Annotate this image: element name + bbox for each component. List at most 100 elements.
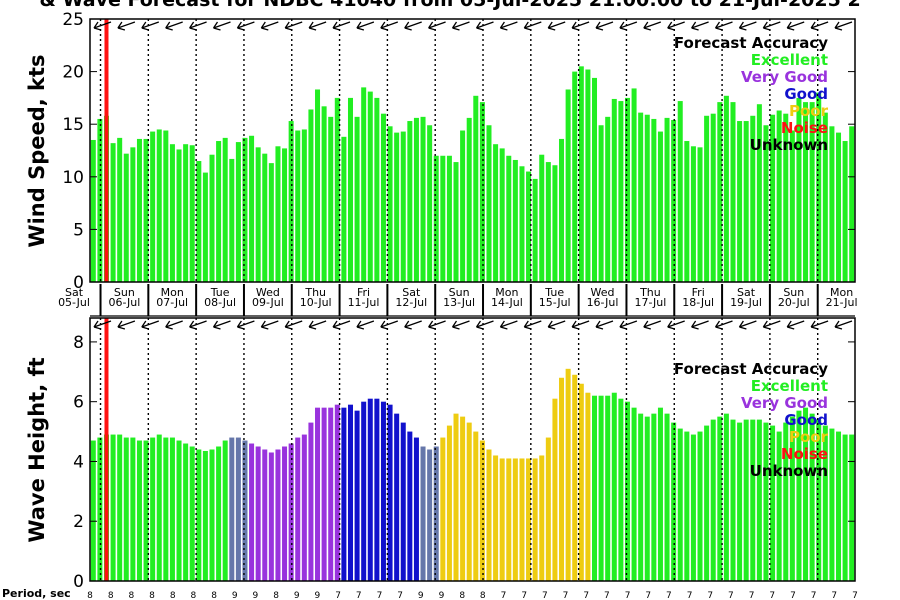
wave-direction-arrow	[762, 320, 781, 330]
wave-bar	[697, 431, 703, 581]
day-label-dow: Fri	[357, 286, 370, 299]
wind-bar	[789, 130, 795, 282]
wave-bar	[222, 440, 228, 581]
wind-bar	[367, 91, 373, 282]
period-row: 8 8 8 8 8 8 8 9 9 8 9 9 7 7 7 7 9 9 8 8 7 7 7 7 7 7 7 7 7 7 7 7 7 7 7 7 7 7	[87, 591, 858, 600]
wave-bar	[618, 398, 624, 581]
period-value: 8	[149, 591, 155, 600]
wave-bar	[638, 413, 644, 581]
wave-bar	[249, 443, 255, 581]
period-value: 9	[315, 591, 321, 600]
legend-item-very-good: Very Good	[741, 394, 828, 412]
wind-bar	[783, 113, 789, 283]
wave-bar	[519, 458, 525, 581]
wave-bar	[789, 416, 795, 582]
wind-direction-arrow	[212, 21, 231, 31]
wind-bar	[836, 132, 842, 282]
wave-bar	[321, 407, 327, 581]
wave-direction-arrow	[523, 320, 542, 330]
wind-bar	[117, 137, 123, 282]
wind-bar	[374, 97, 380, 283]
wave-bar	[328, 407, 334, 581]
wave-direction-arrow	[643, 320, 662, 330]
legend-item-good: Good	[784, 411, 828, 429]
wind-direction-arrow	[762, 21, 781, 31]
wind-bar	[460, 130, 466, 282]
wind-bar	[697, 147, 703, 282]
day-label-date: 16-Jul	[587, 296, 619, 309]
wave-bar	[130, 437, 136, 581]
wave-ytick-label: 2	[73, 512, 84, 532]
legend-item-poor: Poor	[789, 102, 829, 120]
wind-bar	[308, 109, 314, 282]
wind-bar	[796, 97, 802, 283]
wind-bar	[130, 147, 136, 282]
wind-direction-arrow	[93, 21, 112, 31]
wave-bar	[657, 407, 663, 581]
wave-direction-arrow	[236, 320, 255, 330]
wind-bar	[163, 130, 169, 282]
wave-bar	[288, 443, 294, 581]
wind-bar	[400, 131, 406, 282]
wind-bar	[262, 153, 268, 282]
wind-bar	[407, 121, 413, 282]
wave-bar	[262, 449, 268, 581]
period-value: 7	[625, 591, 631, 600]
wind-bar	[651, 118, 657, 282]
wind-direction-arrow	[595, 21, 614, 31]
wave-bar	[466, 422, 472, 581]
wave-direction-arrow	[165, 320, 183, 330]
wave-direction-arrow	[738, 320, 757, 330]
day-label-dow: Thu	[639, 286, 661, 299]
legend-item-poor: Poor	[789, 428, 829, 446]
wave-direction-arrow	[212, 320, 231, 330]
wind-bar	[268, 163, 274, 282]
wind-bar	[803, 102, 809, 282]
wave-direction-arrow	[786, 320, 805, 330]
wave-bar	[361, 401, 367, 581]
period-label: Period, sec	[2, 587, 71, 600]
period-value: 7	[356, 591, 362, 600]
wind-direction-arrow	[691, 21, 709, 31]
wave-bar	[394, 413, 400, 581]
wave-bar	[578, 383, 584, 581]
period-value: 7	[707, 591, 713, 600]
wind-direction-arrow	[643, 21, 662, 31]
wave-bar	[651, 413, 657, 581]
wind-bar	[770, 114, 776, 282]
wave-bar	[605, 395, 611, 581]
period-value: 7	[852, 591, 858, 600]
wind-direction-arrow	[738, 21, 757, 31]
day-label-dow: Sun	[114, 286, 135, 299]
wave-bar	[433, 446, 439, 581]
wave-plot-frame	[89, 317, 856, 582]
day-label-date: 13-Jul	[443, 296, 475, 309]
wave-bar	[473, 431, 479, 581]
period-value: 7	[542, 591, 548, 600]
wind-bar	[690, 146, 696, 282]
wind-direction-arrow	[810, 21, 829, 31]
wave-bar	[90, 440, 96, 581]
wind-speed-panel: 0 5 10 15 20 25 Wind Speed, kts Forecast Accu…	[25, 10, 856, 293]
wave-bar	[532, 458, 538, 581]
day-label-date: 21-Jul	[826, 296, 858, 309]
wind-bar	[598, 125, 604, 282]
wave-bar	[763, 422, 769, 581]
wind-bar	[334, 97, 340, 283]
wave-bar	[710, 419, 716, 581]
wave-direction-arrow	[117, 320, 136, 330]
wave-bar	[704, 425, 710, 581]
wave-bar	[229, 437, 235, 581]
day-label-date: 07-Jul	[156, 296, 188, 309]
wind-bar	[512, 159, 518, 282]
wind-bar	[730, 102, 736, 282]
day-label-date: 09-Jul	[252, 296, 284, 309]
wave-bar	[552, 398, 558, 581]
wind-bar	[196, 161, 202, 282]
wind-ytick-label: 15	[62, 115, 84, 135]
wave-direction-arrow	[547, 320, 566, 330]
period-value: 9	[232, 591, 238, 600]
wind-bar	[664, 117, 670, 282]
wind-bar	[288, 121, 294, 282]
wind-bar	[347, 97, 353, 283]
